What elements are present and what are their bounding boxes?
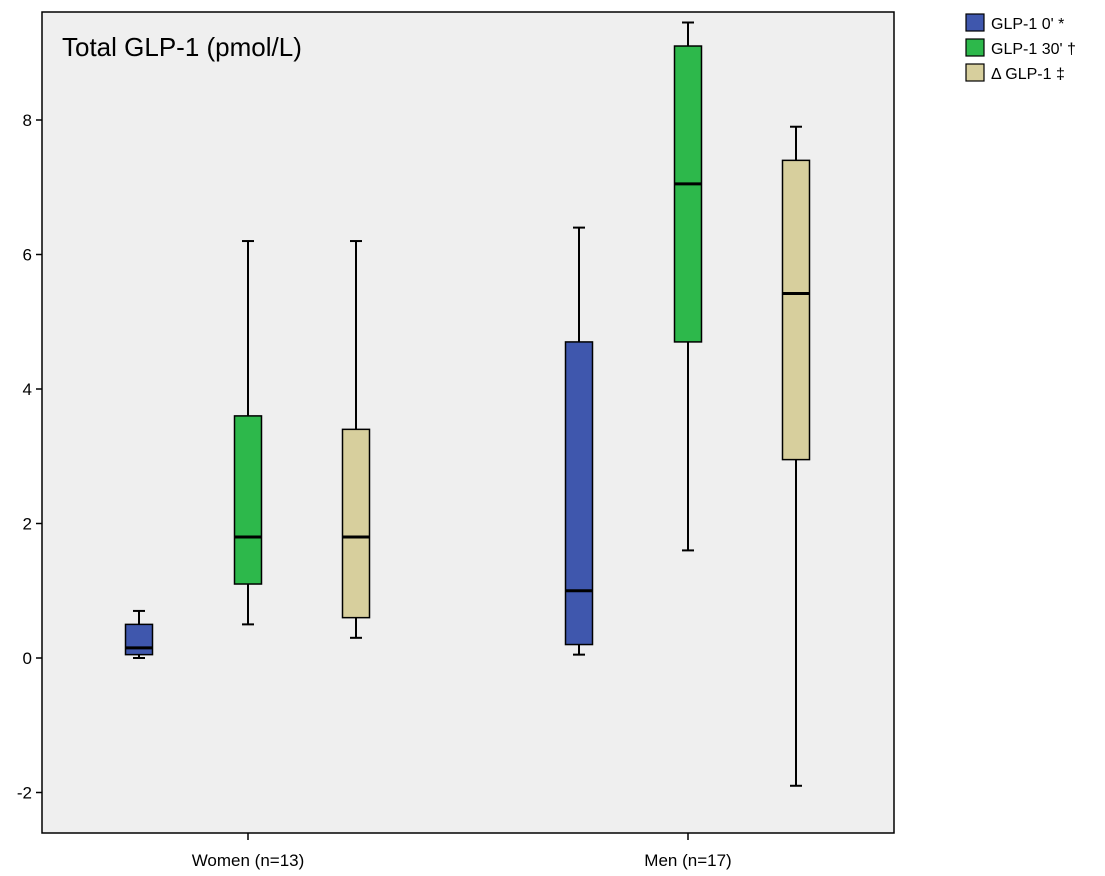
box-iqr [235,416,262,584]
y-tick-label: 4 [23,380,32,399]
chart-title: Total GLP-1 (pmol/L) [62,32,302,62]
plot-area [42,12,894,833]
box-iqr [675,46,702,342]
y-tick-label: 8 [23,111,32,130]
legend-label: GLP-1 0' * [991,16,1064,33]
box-iqr [343,429,370,617]
legend: GLP-1 0' * GLP-1 30' † Δ GLP-1 ‡ [966,14,1076,83]
legend-swatch [966,39,984,56]
legend-label: Δ GLP-1 ‡ [991,66,1065,83]
box-iqr [783,160,810,459]
legend-swatch [966,14,984,31]
y-tick-label: 6 [23,246,32,265]
box-iqr [126,624,153,654]
legend-label: GLP-1 30' † [991,41,1076,58]
y-tick-label: 2 [23,515,32,534]
x-tick-label: Men (n=17) [644,851,731,870]
x-tick-label: Women (n=13) [192,851,305,870]
box-iqr [566,342,593,645]
y-tick-label: -2 [17,784,32,803]
y-tick-label: 0 [23,649,32,668]
legend-swatch [966,64,984,81]
y-axis: -2 0 2 4 6 8 [17,111,42,803]
x-axis: Women (n=13) Men (n=17) [192,833,732,870]
